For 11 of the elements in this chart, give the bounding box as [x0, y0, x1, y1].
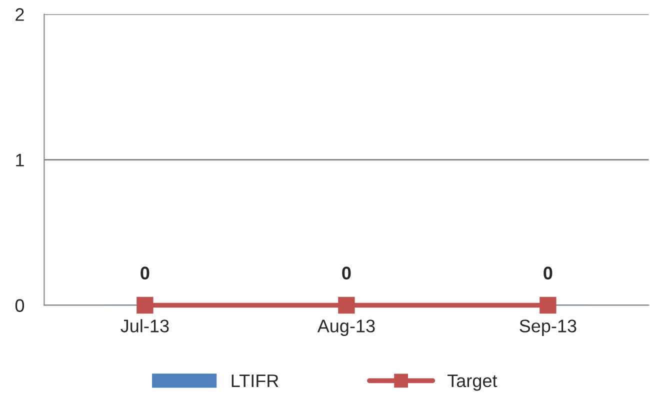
legend-label: Target: [448, 374, 498, 391]
y-tick-label: 1: [16, 154, 24, 166]
x-tick-label: Aug-13: [317, 320, 375, 336]
data-label: 0: [140, 266, 150, 280]
x-tick-label: Jul-13: [120, 319, 169, 332]
data-label: 0: [342, 266, 351, 280]
data-label: 0: [544, 266, 552, 280]
legend-label: LTIFR: [232, 374, 278, 388]
x-tick-label: Sep-13: [520, 320, 576, 336]
y-tick-label: 2: [16, 8, 24, 21]
y-tick-label: 0: [15, 299, 24, 312]
